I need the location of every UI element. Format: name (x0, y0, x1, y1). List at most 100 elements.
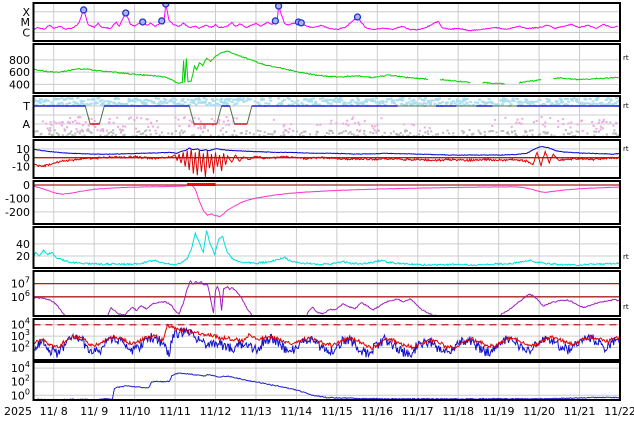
realtime-flag: rt (623, 303, 629, 311)
flare-marker (139, 18, 147, 26)
y-tick-label: 103 (11, 328, 30, 343)
panel-xray-flux (33, 3, 620, 41)
x-tick-label: 11/14 (281, 405, 313, 418)
panel-border-imf-sector (32, 95, 621, 138)
panel-border-electron-fluence (32, 270, 621, 317)
y-tick-label: M (21, 16, 31, 29)
panel-border-dst-index (32, 180, 621, 225)
realtime-flag: rt (623, 253, 629, 261)
y-tick-label: T (22, 100, 30, 113)
y-tick-label: 102 (11, 374, 30, 389)
panel-proton-density (33, 227, 620, 268)
storm-alert-mark (199, 183, 202, 186)
series-bz-gsm (33, 148, 620, 178)
series-wind-speed (33, 50, 620, 85)
x-tick-label: 11/13 (240, 405, 272, 418)
y-tick-label: 0 (23, 152, 30, 165)
y-tick-label: A (22, 118, 30, 131)
panel-solar-wind-speed (33, 44, 620, 93)
panel-imf-bz-bt (33, 140, 620, 178)
y-tick-label: C (22, 26, 30, 39)
flare-marker (274, 3, 283, 10)
x-tick-label: 11/ 9 (80, 405, 108, 418)
storm-alert-mark (187, 183, 190, 186)
panel-border-electron-flux (32, 318, 621, 361)
panel-border-imf-bz-bt (32, 139, 621, 179)
panel-proton-flux (33, 362, 620, 400)
y-tick-label: 104 (11, 360, 30, 375)
panel-border-xray-flux (32, 2, 621, 42)
y-tick-label: 102 (11, 340, 30, 355)
panel-electron-fluence (33, 271, 620, 316)
y-tick-label: 40 (16, 238, 30, 251)
panel-border-proton-density (32, 226, 621, 269)
panel-imf-sector (33, 96, 620, 137)
y-tick-label: 10 (16, 143, 30, 156)
y-tick-label: 0 (23, 179, 30, 192)
realtime-flag: rt (623, 102, 629, 110)
x-tick-label: 11/12 (200, 405, 232, 418)
series-electron-red (33, 323, 620, 351)
phi-uncertain-scatter (34, 129, 620, 137)
storm-alert-mark (189, 183, 192, 186)
series-proton-gt10mev (33, 372, 620, 400)
storm-alert-mark (201, 183, 204, 186)
y-tick-label: -100 (5, 192, 30, 205)
y-tick-label: 104 (11, 317, 30, 332)
y-tick-label: -10 (12, 161, 30, 174)
panel-electron-flux (33, 319, 620, 360)
flare-marker (353, 13, 362, 21)
y-tick-label: X (22, 6, 30, 19)
x-tick-label: 11/10 (119, 405, 151, 418)
series-goes-xray (33, 3, 618, 32)
storm-alert-mark (205, 183, 208, 186)
x-tick-label: 11/17 (402, 405, 434, 418)
flare-marker (297, 19, 305, 27)
x-tick-label: 11/16 (361, 405, 393, 418)
storm-alert-mark (191, 183, 194, 186)
y-tick-label: 400 (9, 78, 30, 91)
y-tick-label: 800 (9, 54, 30, 67)
series-electron-blue (33, 326, 620, 359)
x-tick-label: 11/21 (564, 405, 596, 418)
storm-alert-mark (203, 183, 206, 186)
storm-alert-mark (197, 183, 200, 186)
x-tick-label: 11/19 (483, 405, 515, 418)
x-tick-label: 11/22 (604, 405, 634, 418)
y-tick-label: 106 (11, 289, 30, 304)
series-fluence (33, 279, 620, 316)
flare-marker (158, 17, 166, 25)
x-tick-label: 11/ 8 (40, 405, 68, 418)
y-tick-label: 100 (11, 387, 30, 402)
x-tick-label: 11/15 (321, 405, 353, 418)
panel-dst-index (33, 181, 620, 224)
realtime-flag: rt (623, 54, 629, 62)
storm-alert-mark (213, 183, 216, 186)
x-tick-label: 11/20 (523, 405, 555, 418)
flare-marker (271, 17, 280, 25)
realtime-flag: rt (623, 145, 629, 153)
storm-alert-mark (193, 183, 196, 186)
series-bt-total (33, 146, 620, 156)
panel-border-solar-wind-speed (32, 43, 621, 94)
flare-marker (80, 6, 88, 14)
y-tick-label: 600 (9, 66, 30, 79)
y-tick-label: -200 (5, 206, 30, 219)
storm-alert-mark (209, 183, 212, 186)
x-tick-label: 11/18 (442, 405, 474, 418)
x-tick-label: 11/11 (159, 405, 191, 418)
flare-marker (162, 3, 170, 8)
storm-alert-mark (207, 183, 210, 186)
storm-alert-mark (211, 183, 214, 186)
year-label: 2025 (4, 405, 32, 418)
flare-marker (122, 9, 130, 17)
storm-alert-mark (195, 183, 198, 186)
phi-away-scatter (41, 116, 618, 132)
y-tick-label: 107 (11, 276, 30, 291)
y-tick-label: 20 (16, 250, 30, 263)
panel-border-proton-flux (32, 361, 621, 401)
series-dst (33, 183, 620, 218)
series-density (33, 230, 620, 267)
